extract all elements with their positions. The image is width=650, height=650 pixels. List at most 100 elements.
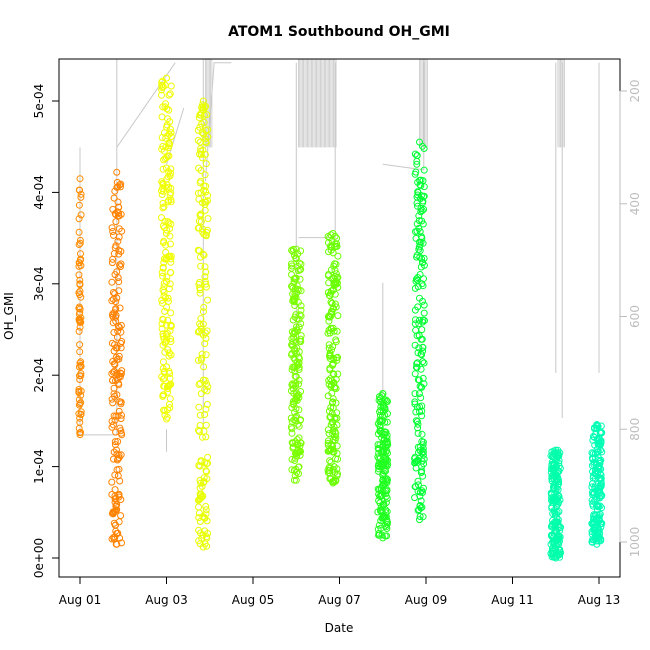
- data-point: [417, 335, 425, 343]
- data-point: [375, 521, 383, 529]
- data-point: [333, 442, 341, 450]
- data-point: [292, 382, 299, 390]
- data-point: [199, 492, 207, 500]
- data-point: [325, 279, 333, 287]
- data-point: [418, 255, 426, 263]
- data-point: [382, 523, 390, 531]
- data-point: [379, 501, 387, 509]
- data-point: [109, 358, 117, 365]
- data-point: [158, 320, 166, 328]
- data-point: [164, 294, 172, 302]
- data-point: [420, 183, 428, 191]
- data-point: [412, 228, 419, 236]
- data-point: [411, 390, 419, 398]
- data-point: [111, 244, 119, 252]
- data-point: [552, 554, 560, 562]
- data-point: [419, 441, 427, 449]
- data-point: [114, 472, 122, 480]
- data-point: [197, 315, 205, 323]
- data-point: [379, 443, 386, 451]
- data-point: [411, 400, 419, 408]
- data-point: [290, 466, 298, 474]
- data-point: [295, 391, 303, 399]
- data-point: [549, 510, 557, 518]
- data-point: [203, 400, 211, 408]
- data-point: [109, 368, 117, 376]
- data-point: [589, 500, 597, 508]
- right-tick-label: 600: [628, 305, 642, 328]
- data-point: [75, 215, 83, 223]
- data-point: [297, 306, 305, 314]
- data-point: [419, 374, 427, 382]
- data-point: [166, 404, 174, 412]
- data-point: [381, 428, 389, 436]
- data-point: [333, 414, 341, 422]
- data-point: [202, 268, 210, 276]
- data-point: [197, 262, 205, 270]
- data-point: [75, 289, 83, 297]
- data-point: [420, 205, 428, 213]
- data-point: [76, 431, 84, 439]
- data-point: [167, 169, 175, 177]
- data-point: [417, 233, 425, 241]
- data-point: [413, 193, 421, 201]
- data-point: [413, 152, 421, 159]
- data-point: [415, 344, 423, 352]
- data-point: [110, 329, 118, 336]
- data-point: [75, 410, 83, 418]
- data-point: [197, 529, 204, 537]
- data-point: [595, 440, 603, 448]
- data-point: [114, 212, 122, 220]
- x-tick-label: Aug 09: [405, 593, 448, 607]
- data-point: [201, 171, 209, 179]
- data-point: [204, 296, 212, 304]
- data-point: [202, 405, 210, 413]
- data-point: [195, 247, 203, 255]
- data-point: [75, 241, 83, 248]
- data-point: [194, 136, 202, 144]
- data-point: [411, 150, 419, 158]
- data-point: [379, 389, 387, 397]
- data-point: [411, 284, 419, 292]
- data-point: [548, 532, 556, 540]
- data-point: [296, 275, 304, 283]
- data-point: [166, 395, 174, 403]
- data-point: [324, 469, 332, 477]
- data-point: [555, 535, 563, 543]
- pressure-trace: [116, 62, 176, 148]
- data-point: [417, 504, 425, 512]
- data-point: [115, 250, 123, 258]
- data-point: [414, 303, 422, 311]
- data-point: [417, 365, 425, 373]
- data-point: [376, 427, 384, 435]
- data-point: [167, 165, 175, 173]
- data-point: [200, 303, 208, 311]
- data-point: [288, 271, 295, 279]
- data-point: [293, 468, 301, 476]
- data-point: [420, 309, 428, 317]
- data-point: [113, 506, 121, 514]
- data-point: [159, 199, 167, 207]
- data-point: [196, 518, 204, 525]
- data-point: [418, 412, 426, 420]
- data-point: [199, 97, 207, 105]
- data-point: [164, 153, 172, 160]
- data-point: [288, 455, 296, 463]
- data-point: [329, 230, 337, 238]
- data-point: [112, 305, 120, 313]
- data-point: [292, 254, 300, 262]
- data-point: [159, 272, 167, 280]
- data-point: [598, 520, 606, 527]
- data-point: [199, 543, 207, 551]
- data-point: [381, 440, 389, 447]
- data-point: [291, 313, 299, 321]
- data-point: [383, 397, 391, 405]
- data-point: [76, 175, 84, 183]
- data-point: [594, 422, 602, 430]
- data-point: [114, 322, 122, 330]
- data-point: [167, 335, 175, 343]
- data-point: [290, 278, 298, 286]
- data-point: [416, 138, 424, 146]
- data-point: [292, 405, 300, 413]
- data-point: [202, 502, 210, 510]
